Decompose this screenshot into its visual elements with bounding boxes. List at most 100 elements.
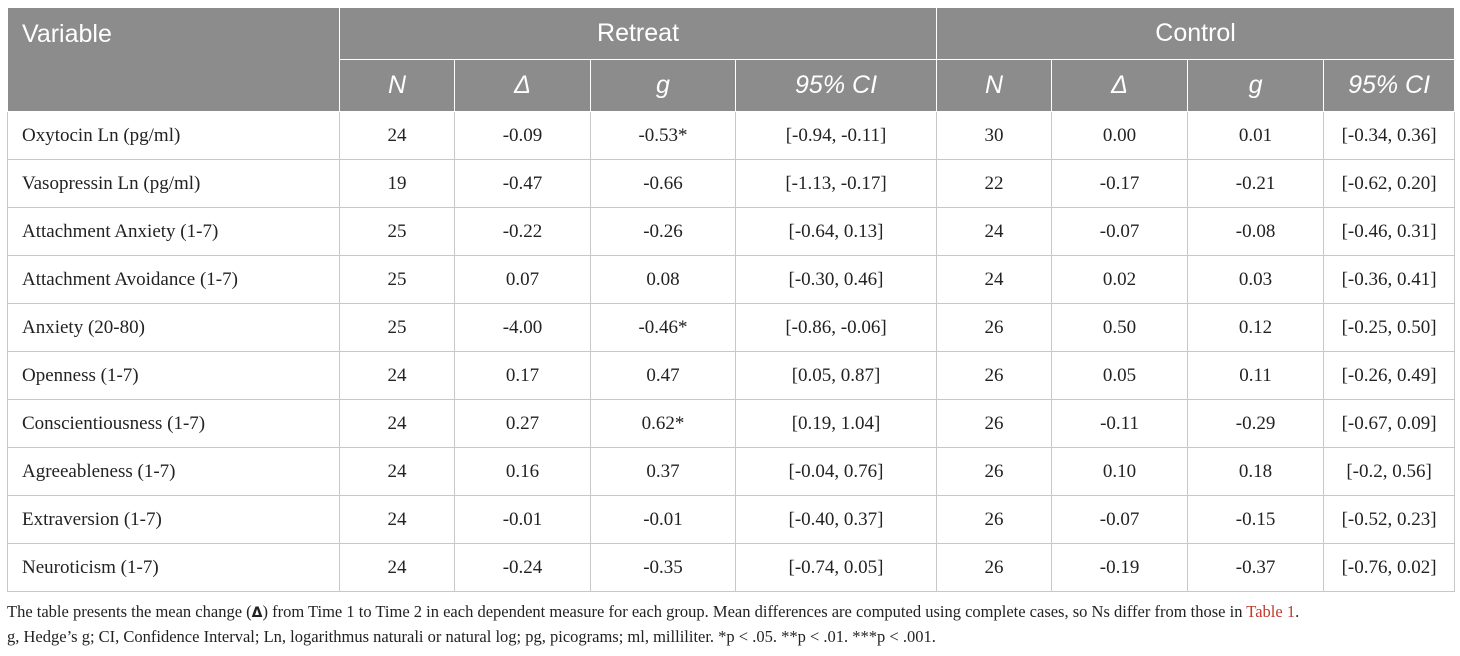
- header-control-n: N: [936, 59, 1053, 112]
- control-n-cell: 22: [936, 159, 1053, 208]
- retreat-ci-cell: [-0.40, 0.37]: [734, 495, 938, 544]
- table-row: Neuroticism (1-7) 24 -0.24 -0.35 [-0.74,…: [7, 543, 1456, 592]
- header-control-g: g: [1187, 59, 1325, 112]
- retreat-delta-cell: -0.09: [454, 111, 591, 160]
- retreat-n-cell: 25: [339, 255, 455, 304]
- control-ci-cell: [-0.34, 0.36]: [1323, 111, 1456, 160]
- variable-cell: Vasopressin Ln (pg/ml): [7, 159, 340, 208]
- retreat-n-cell: 24: [339, 351, 455, 400]
- retreat-g-cell: 0.62*: [590, 399, 736, 448]
- retreat-delta-cell: -4.00: [454, 303, 591, 352]
- control-ci-cell: [-0.62, 0.20]: [1323, 159, 1456, 208]
- table-row: Openness (1-7) 24 0.17 0.47 [0.05, 0.87]…: [7, 351, 1456, 400]
- retreat-g-cell: 0.37: [590, 447, 736, 496]
- control-n-cell: 24: [936, 255, 1053, 304]
- control-n-cell: 30: [936, 111, 1053, 160]
- header-control-ci: 95% CI: [1323, 59, 1456, 112]
- control-g-cell: -0.29: [1187, 399, 1325, 448]
- control-delta-cell: 0.00: [1051, 111, 1189, 160]
- table-row: Anxiety (20-80) 25 -4.00 -0.46* [-0.86, …: [7, 303, 1456, 352]
- table-row: Attachment Anxiety (1-7) 25 -0.22 -0.26 …: [7, 207, 1456, 256]
- retreat-n-cell: 24: [339, 111, 455, 160]
- retreat-ci-cell: [-0.30, 0.46]: [734, 255, 938, 304]
- footnote-line-2: g, Hedge’s g; CI, Confidence Interval; L…: [7, 627, 936, 646]
- variable-cell: Extraversion (1-7): [7, 495, 340, 544]
- table-1-link[interactable]: Table 1: [1246, 602, 1296, 621]
- retreat-g-cell: -0.26: [590, 207, 736, 256]
- variable-cell: Conscientiousness (1-7): [7, 399, 340, 448]
- table-footnote: The table presents the mean change (Δ) f…: [7, 600, 1454, 649]
- control-g-cell: 0.18: [1187, 447, 1325, 496]
- variable-cell: Neuroticism (1-7): [7, 543, 340, 592]
- retreat-delta-cell: -0.24: [454, 543, 591, 592]
- retreat-g-cell: -0.53*: [590, 111, 736, 160]
- retreat-delta-cell: 0.07: [454, 255, 591, 304]
- retreat-g-cell: 0.47: [590, 351, 736, 400]
- retreat-n-cell: 24: [339, 447, 455, 496]
- table-row: Vasopressin Ln (pg/ml) 19 -0.47 -0.66 [-…: [7, 159, 1456, 208]
- retreat-ci-cell: [-0.74, 0.05]: [734, 543, 938, 592]
- header-retreat-n: N: [339, 59, 455, 112]
- variable-cell: Anxiety (20-80): [7, 303, 340, 352]
- header-group-control: Control: [936, 7, 1456, 60]
- footnote-line-1-mid: ) from Time 1 to Time 2 in each dependen…: [262, 602, 1247, 621]
- retreat-n-cell: 25: [339, 303, 455, 352]
- retreat-n-cell: 24: [339, 543, 455, 592]
- retreat-ci-cell: [-0.94, -0.11]: [734, 111, 938, 160]
- control-n-cell: 26: [936, 447, 1053, 496]
- footnote-line-1-post: .: [1295, 602, 1300, 621]
- table-header: Variable Retreat Control N Δ g 95% CI N …: [7, 7, 1456, 112]
- control-ci-cell: [-0.52, 0.23]: [1323, 495, 1456, 544]
- control-delta-cell: -0.07: [1051, 207, 1189, 256]
- table-row: Extraversion (1-7) 24 -0.01 -0.01 [-0.40…: [7, 495, 1456, 544]
- control-delta-cell: -0.11: [1051, 399, 1189, 448]
- header-group-retreat: Retreat: [338, 7, 938, 60]
- control-n-cell: 24: [936, 207, 1053, 256]
- header-row-groups: Variable Retreat Control: [7, 7, 1456, 112]
- results-table-container: Variable Retreat Control N Δ g 95% CI N …: [7, 7, 1456, 592]
- control-n-cell: 26: [936, 495, 1053, 544]
- retreat-delta-cell: 0.17: [454, 351, 591, 400]
- control-g-cell: -0.21: [1187, 159, 1325, 208]
- retreat-delta-cell: 0.27: [454, 399, 591, 448]
- control-ci-cell: [-0.46, 0.31]: [1323, 207, 1456, 256]
- control-g-cell: -0.15: [1187, 495, 1325, 544]
- control-ci-cell: [-0.26, 0.49]: [1323, 351, 1456, 400]
- control-g-cell: 0.11: [1187, 351, 1325, 400]
- variable-cell: Attachment Anxiety (1-7): [7, 207, 340, 256]
- retreat-delta-cell: -0.22: [454, 207, 591, 256]
- table-row: Conscientiousness (1-7) 24 0.27 0.62* [0…: [7, 399, 1456, 448]
- retreat-delta-cell: -0.47: [454, 159, 591, 208]
- header-variable: Variable: [7, 7, 340, 112]
- control-ci-cell: [-0.2, 0.56]: [1323, 447, 1456, 496]
- retreat-ci-cell: [0.05, 0.87]: [734, 351, 938, 400]
- control-ci-cell: [-0.36, 0.41]: [1323, 255, 1456, 304]
- header-control-delta: Δ: [1051, 59, 1189, 112]
- header-retreat-delta: Δ: [454, 59, 591, 112]
- control-delta-cell: -0.07: [1051, 495, 1189, 544]
- control-g-cell: -0.08: [1187, 207, 1325, 256]
- retreat-n-cell: 25: [339, 207, 455, 256]
- control-n-cell: 26: [936, 351, 1053, 400]
- retreat-n-cell: 24: [339, 399, 455, 448]
- retreat-g-cell: 0.08: [590, 255, 736, 304]
- variable-cell: Attachment Avoidance (1-7): [7, 255, 340, 304]
- control-g-cell: 0.03: [1187, 255, 1325, 304]
- retreat-ci-cell: [0.19, 1.04]: [734, 399, 938, 448]
- retreat-g-cell: -0.66: [590, 159, 736, 208]
- control-delta-cell: 0.05: [1051, 351, 1189, 400]
- retreat-delta-cell: -0.01: [454, 495, 591, 544]
- control-delta-cell: -0.19: [1051, 543, 1189, 592]
- header-retreat-g: g: [590, 59, 736, 112]
- retreat-delta-cell: 0.16: [454, 447, 591, 496]
- table-row: Agreeableness (1-7) 24 0.16 0.37 [-0.04,…: [7, 447, 1456, 496]
- control-n-cell: 26: [936, 543, 1053, 592]
- retreat-g-cell: -0.01: [590, 495, 736, 544]
- control-n-cell: 26: [936, 399, 1053, 448]
- retreat-n-cell: 19: [339, 159, 455, 208]
- control-delta-cell: -0.17: [1051, 159, 1189, 208]
- variable-cell: Agreeableness (1-7): [7, 447, 340, 496]
- control-delta-cell: 0.02: [1051, 255, 1189, 304]
- table-row: Oxytocin Ln (pg/ml) 24 -0.09 -0.53* [-0.…: [7, 111, 1456, 160]
- control-g-cell: -0.37: [1187, 543, 1325, 592]
